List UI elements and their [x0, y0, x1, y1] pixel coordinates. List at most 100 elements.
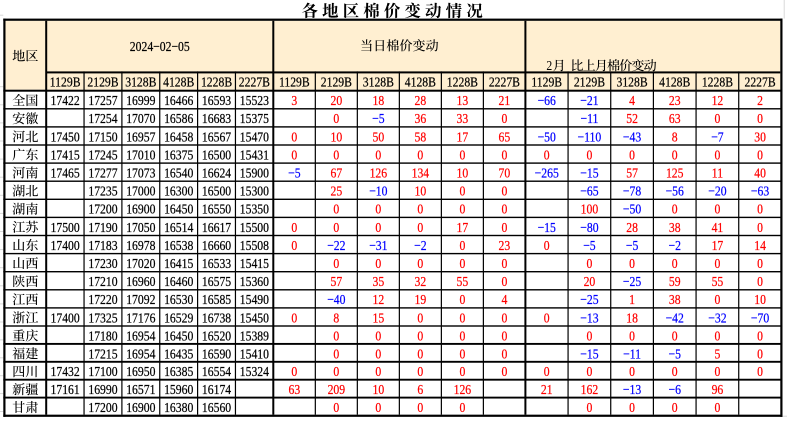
svg-text:17230: 17230	[88, 256, 117, 271]
svg-text:0: 0	[672, 364, 678, 379]
svg-text:17: 17	[457, 130, 469, 145]
svg-text:20: 20	[330, 93, 342, 108]
svg-text:0: 0	[375, 347, 381, 362]
svg-text:0: 0	[544, 148, 550, 163]
svg-text:16435: 16435	[164, 347, 193, 362]
svg-text:−66: −66	[538, 93, 556, 108]
svg-text:17400: 17400	[51, 238, 80, 253]
svg-text:2129B: 2129B	[321, 75, 352, 90]
svg-text:0: 0	[459, 238, 465, 253]
svg-text:0: 0	[417, 311, 423, 326]
svg-text:15360: 15360	[240, 274, 269, 289]
svg-text:0: 0	[375, 148, 381, 163]
svg-text:1129B: 1129B	[50, 75, 81, 90]
svg-text:−2: −2	[414, 238, 426, 253]
svg-text:0: 0	[544, 311, 550, 326]
svg-text:30: 30	[754, 130, 766, 145]
svg-text:16530: 16530	[164, 292, 193, 307]
svg-text:15490: 15490	[240, 292, 269, 307]
svg-text:0: 0	[757, 148, 763, 163]
svg-text:−32: −32	[708, 311, 726, 326]
svg-text:2227B: 2227B	[239, 75, 270, 90]
svg-text:23: 23	[499, 238, 511, 253]
svg-text:0: 0	[501, 274, 507, 289]
svg-text:17176: 17176	[126, 311, 155, 326]
svg-text:17235: 17235	[88, 184, 117, 199]
svg-text:0: 0	[375, 400, 381, 415]
svg-text:0: 0	[586, 364, 592, 379]
svg-text:17092: 17092	[126, 292, 155, 307]
svg-text:0: 0	[672, 202, 678, 217]
svg-text:−40: −40	[327, 292, 345, 307]
svg-text:−50: −50	[538, 130, 556, 145]
svg-text:15431: 15431	[240, 148, 269, 163]
svg-text:−22: −22	[327, 238, 345, 253]
svg-text:0: 0	[291, 130, 297, 145]
svg-text:−43: −43	[623, 130, 641, 145]
svg-text:0: 0	[714, 292, 720, 307]
svg-text:17070: 17070	[126, 111, 155, 126]
svg-text:0: 0	[501, 111, 507, 126]
svg-text:15450: 15450	[240, 311, 269, 326]
svg-text:0: 0	[417, 347, 423, 362]
svg-text:16174: 16174	[202, 382, 232, 397]
svg-text:8: 8	[672, 130, 678, 145]
svg-text:16567: 16567	[202, 130, 231, 145]
svg-text:0: 0	[417, 364, 423, 379]
svg-text:0: 0	[714, 329, 720, 344]
svg-text:−110: −110	[578, 130, 602, 145]
svg-text:32: 32	[415, 274, 427, 289]
svg-text:17200: 17200	[88, 400, 117, 415]
svg-text:16586: 16586	[164, 111, 193, 126]
svg-text:−31: −31	[369, 238, 387, 253]
svg-text:0: 0	[333, 364, 339, 379]
svg-text:−42: −42	[666, 311, 684, 326]
svg-text:−65: −65	[580, 184, 598, 199]
svg-text:21: 21	[499, 93, 511, 108]
svg-text:35: 35	[372, 274, 384, 289]
svg-text:28: 28	[415, 93, 427, 108]
svg-text:33: 33	[457, 111, 469, 126]
svg-text:0: 0	[291, 238, 297, 253]
svg-text:16624: 16624	[202, 166, 232, 181]
svg-text:0: 0	[501, 329, 507, 344]
svg-text:63: 63	[669, 111, 681, 126]
svg-text:17050: 17050	[126, 220, 155, 235]
svg-text:134: 134	[412, 166, 430, 181]
svg-text:0: 0	[629, 148, 635, 163]
svg-text:16575: 16575	[202, 274, 231, 289]
svg-text:25: 25	[330, 184, 342, 199]
svg-text:17415: 17415	[51, 148, 80, 163]
svg-text:−5: −5	[372, 111, 384, 126]
svg-text:2: 2	[546, 58, 552, 73]
svg-text:55: 55	[712, 274, 724, 289]
svg-text:4128B: 4128B	[405, 75, 436, 90]
svg-text:16960: 16960	[126, 274, 155, 289]
svg-text:0: 0	[629, 400, 635, 415]
svg-text:15470: 15470	[240, 130, 269, 145]
svg-text:−7: −7	[711, 130, 723, 145]
svg-text:17400: 17400	[51, 311, 80, 326]
svg-text:3128B: 3128B	[616, 75, 647, 90]
svg-text:−78: −78	[623, 184, 641, 199]
svg-text:15350: 15350	[240, 202, 269, 217]
svg-text:17277: 17277	[88, 166, 117, 181]
svg-text:−70: −70	[751, 311, 769, 326]
svg-text:1129B: 1129B	[279, 75, 310, 90]
svg-text:17422: 17422	[51, 93, 80, 108]
svg-text:96: 96	[712, 382, 724, 397]
svg-text:10: 10	[415, 184, 427, 199]
svg-text:16529: 16529	[164, 311, 193, 326]
svg-text:0: 0	[714, 202, 720, 217]
svg-text:16950: 16950	[126, 364, 155, 379]
svg-text:3128B: 3128B	[125, 75, 156, 90]
svg-text:59: 59	[669, 274, 681, 289]
svg-text:0: 0	[672, 148, 678, 163]
svg-text:0: 0	[417, 329, 423, 344]
svg-text:−5: −5	[626, 238, 638, 253]
svg-text:0: 0	[333, 329, 339, 344]
svg-text:16458: 16458	[164, 130, 193, 145]
svg-text:16990: 16990	[88, 382, 117, 397]
svg-text:16533: 16533	[202, 256, 231, 271]
svg-text:15500: 15500	[240, 220, 269, 235]
